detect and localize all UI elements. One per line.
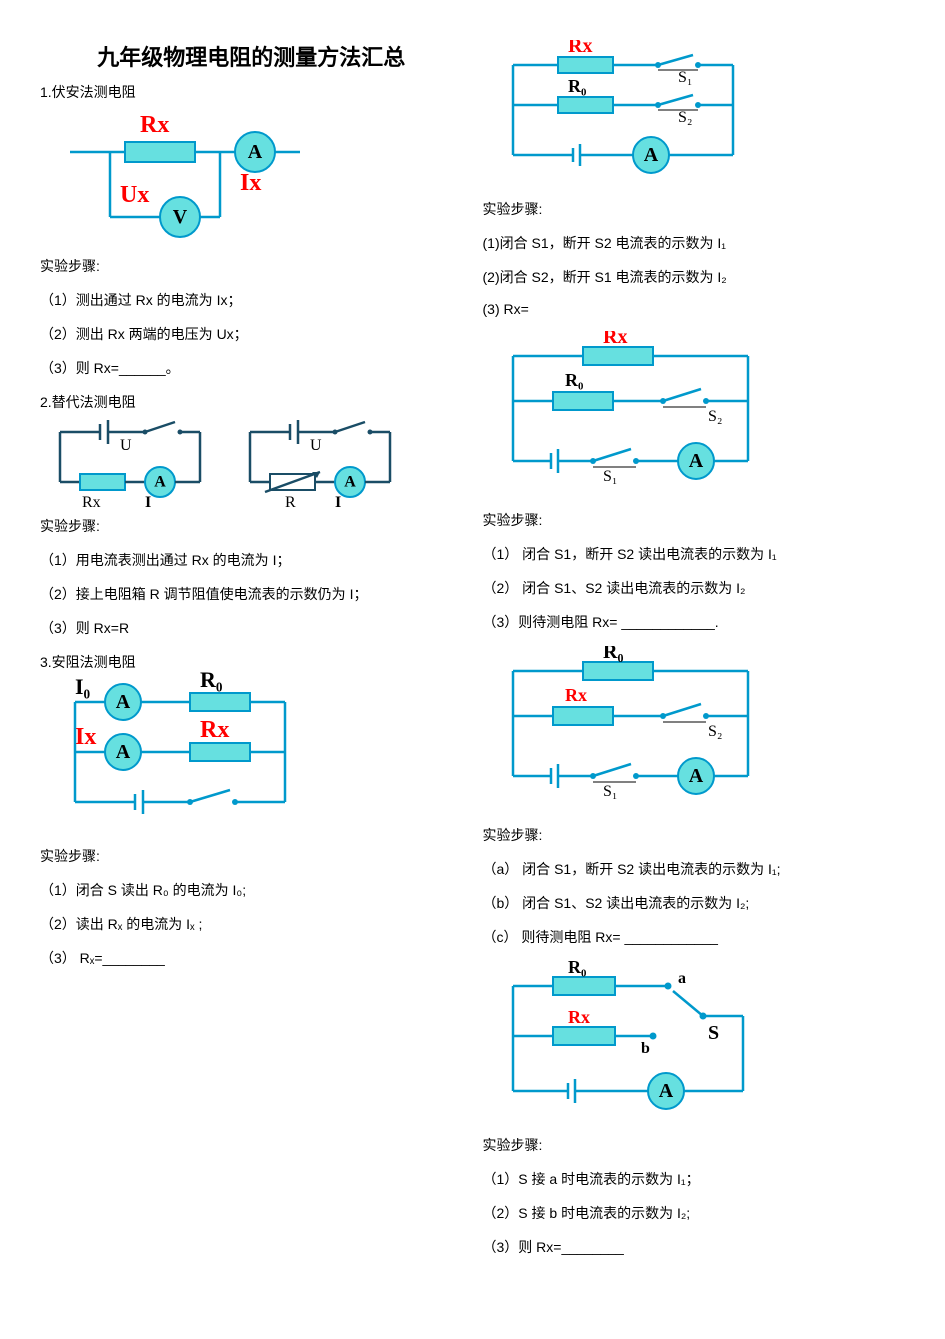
method1-title: 1.伏安法测电阻	[40, 82, 463, 102]
label-R0-7: R₀	[568, 961, 586, 977]
m3-step-1: （1）闭合 S 读出 R₀ 的电流为 I₀;	[40, 880, 463, 900]
ammeter-3a: A	[116, 691, 131, 713]
label-S2-4: S₂	[678, 109, 692, 126]
label-I-2b: I	[335, 494, 341, 511]
circuit-2a: U A Rx I	[40, 412, 220, 512]
label-Rx-7: Rx	[568, 1007, 590, 1027]
label-Rx-4: Rx	[568, 40, 592, 57]
circuit-7: R₀ a Rx b S A	[483, 961, 783, 1131]
left-column: 九年级物理电阻的测量方法汇总 1.伏安法测电阻 A V Rx Ux Ix 实验	[40, 40, 463, 1271]
label-Rx: Rx	[140, 112, 169, 138]
circuit-3: A I₀ R₀ A Ix Rx	[40, 672, 320, 842]
ammeter-7: A	[658, 1080, 673, 1102]
ammeter-3b: A	[116, 741, 131, 763]
circuit-5: Rx R₀ S₂ S₁ A	[483, 331, 783, 506]
c4-step-2: (2)闭合 S2，断开 S1 电流表的示数为 I₂	[483, 267, 906, 287]
label-S2-5: S₂	[708, 408, 722, 425]
label-Rx-6: Rx	[565, 685, 587, 705]
right-column: Rx S₁ R₀ S₂ A 实验步骤: (1	[483, 40, 906, 1271]
ammeter-2b: A	[344, 474, 356, 491]
c6-step-1: （a） 闭合 S1，断开 S2 读出电流表的示数为 I₁;	[483, 859, 906, 879]
c7-step-3: （3）则 Rx=________	[483, 1237, 906, 1257]
c5-steps-header: 实验步骤:	[483, 510, 906, 530]
label-S1-6: S₁	[603, 783, 617, 800]
m2-step-2: （2）接上电阻箱 R 调节阻值使电流表的示数仍为 I；	[40, 584, 463, 604]
label-S2-6: S₂	[708, 723, 722, 740]
circuit-6: R₀ Rx S₂ S₁ A	[483, 646, 783, 821]
label-a: a	[678, 970, 686, 987]
m3-step-2: （2）读出 Rₓ 的电流为 Iₓ ;	[40, 914, 463, 934]
c7-step-2: （2）S 接 b 时电流表的示数为 I₂;	[483, 1203, 906, 1223]
label-R0: R₀	[200, 672, 223, 692]
m3-step-3: （3） Rₓ=________	[40, 948, 463, 968]
circuit-1: A V Rx Ux Ix	[40, 102, 320, 252]
circuit-4: Rx S₁ R₀ S₂ A	[483, 40, 763, 195]
ammeter-6: A	[688, 765, 703, 787]
label-Rx-5: Rx	[603, 331, 627, 348]
c6-step-2: （b） 闭合 S1、S2 读出电流表的示数为 I₂;	[483, 893, 906, 913]
label-Rx-2a: Rx	[82, 494, 101, 511]
label-U-left: U	[120, 437, 132, 454]
m2-step-3: （3）则 Rx=R	[40, 618, 463, 638]
label-Rx-3: Rx	[200, 717, 229, 743]
ammeter-2a: A	[154, 474, 166, 491]
m1-step-1: （1）测出通过 Rx 的电流为 Ix；	[40, 290, 463, 310]
c6-step-3: （c） 则待测电阻 Rx= ____________	[483, 927, 906, 947]
label-I-2a: I	[145, 494, 151, 511]
ammeter-4: A	[643, 144, 658, 166]
c4-step-1: (1)闭合 S1，断开 S2 电流表的示数为 I₁	[483, 233, 906, 253]
page-title: 九年级物理电阻的测量方法汇总	[40, 40, 463, 72]
circuit-2b: U A R I	[230, 412, 410, 512]
c4-steps-header: 实验步骤:	[483, 199, 906, 219]
c7-step-1: （1）S 接 a 时电流表的示数为 I₁；	[483, 1169, 906, 1189]
label-R0-6: R₀	[603, 646, 623, 663]
c4-step-3: (3) Rx=	[483, 301, 906, 317]
ammeter-A: A	[248, 141, 263, 163]
label-Ix-3: Ix	[75, 724, 96, 750]
m1-step-2: （2）测出 Rx 两端的电压为 Ux；	[40, 324, 463, 344]
label-S1-5: S₁	[603, 468, 617, 485]
voltmeter-V: V	[173, 206, 188, 228]
label-R0-4: R₀	[568, 76, 586, 96]
m2-steps-header: 实验步骤:	[40, 516, 463, 536]
m1-steps-header: 实验步骤:	[40, 256, 463, 276]
label-Ux: Ux	[120, 182, 149, 208]
label-S1-4: S₁	[678, 69, 692, 86]
ammeter-5: A	[688, 450, 703, 472]
label-R-2b: R	[285, 494, 296, 511]
c6-steps-header: 实验步骤:	[483, 825, 906, 845]
label-Ix: Ix	[240, 170, 261, 196]
label-U-right: U	[310, 437, 322, 454]
label-b: b	[641, 1040, 650, 1057]
m3-steps-header: 实验步骤:	[40, 846, 463, 866]
method2-title: 2.替代法测电阻	[40, 392, 463, 412]
c7-steps-header: 实验步骤:	[483, 1135, 906, 1155]
label-S-7: S	[708, 1022, 719, 1044]
m2-step-1: （1）用电流表测出通过 Rx 的电流为 I；	[40, 550, 463, 570]
label-R0-5: R₀	[565, 370, 583, 390]
label-I0: I₀	[75, 674, 91, 699]
c5-step-1: （1） 闭合 S1，断开 S2 读出电流表的示数为 I₁	[483, 544, 906, 564]
method3-title: 3.安阻法测电阻	[40, 652, 463, 672]
c5-step-2: （2） 闭合 S1、S2 读出电流表的示数为 I₂	[483, 578, 906, 598]
m1-step-3: （3）则 Rx=______。	[40, 358, 463, 378]
c5-step-3: （3）则待测电阻 Rx= ____________.	[483, 612, 906, 632]
